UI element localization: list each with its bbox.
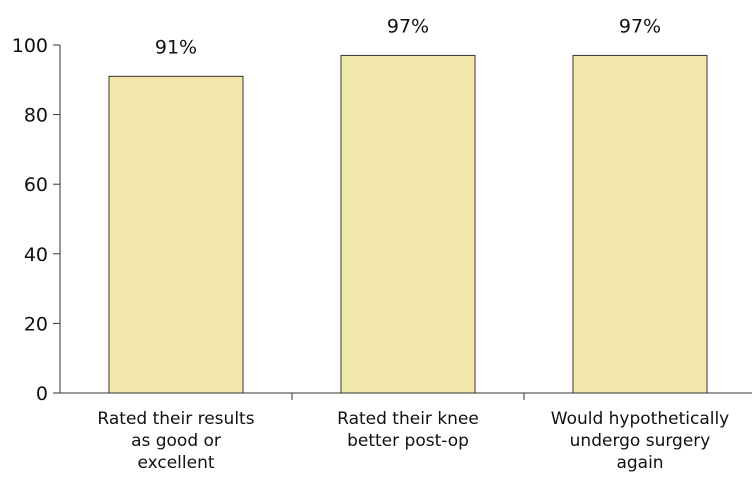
category-label: undergo surgery — [570, 431, 711, 451]
category-label: Rated their results — [97, 409, 254, 429]
category-label: Would hypothetically — [551, 409, 730, 429]
y-tick-label: 60 — [24, 174, 48, 196]
x-axis — [60, 392, 752, 400]
category-label: again — [616, 453, 663, 473]
y-tick-label: 100 — [12, 35, 48, 57]
category-label: better post-op — [347, 431, 469, 451]
y-axis: 0 20 40 60 80 100 — [12, 35, 61, 405]
bar — [108, 75, 244, 394]
y-tick-label: 80 — [24, 105, 48, 127]
category-label: as good or — [131, 431, 221, 451]
y-tick-label: 20 — [24, 313, 48, 335]
data-label: 97% — [619, 15, 661, 37]
data-label: 97% — [387, 15, 429, 37]
y-tick-label: 40 — [24, 244, 48, 266]
bars — [108, 54, 708, 394]
data-label: 91% — [155, 36, 197, 58]
bar — [572, 54, 708, 394]
bar — [340, 54, 476, 394]
category-label: Rated their knee — [337, 409, 479, 429]
category-label: excellent — [137, 453, 214, 473]
y-tick-label: 0 — [36, 383, 48, 405]
data-labels: 91% 97% 97% — [155, 15, 661, 58]
